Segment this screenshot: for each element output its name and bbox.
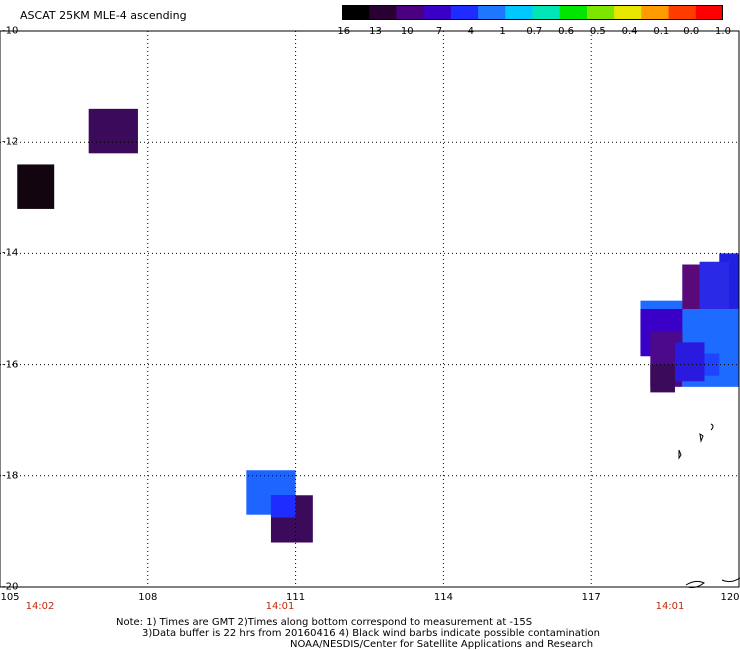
color-scale-swatch: [450, 5, 479, 20]
wind-cell: [88, 108, 138, 154]
wind-cell: [699, 261, 730, 309]
latitude-tick-label: -10: [2, 25, 19, 37]
longitude-tick-label: 105: [0, 592, 20, 603]
color-scale-swatch: [396, 5, 425, 20]
longitude-tick-label: 117: [581, 592, 601, 603]
color-scale-swatch: [369, 5, 398, 20]
island-shape: [699, 432, 704, 443]
color-scale-swatch: [478, 5, 506, 20]
color-scale-swatch: [641, 5, 670, 20]
color-scale-frame: [342, 5, 723, 20]
color-scale-swatch: [668, 5, 697, 20]
longitude-tick-label: 111: [286, 592, 306, 603]
color-scale-bar: [342, 5, 723, 20]
color-scale-swatch: [505, 5, 534, 20]
longitude-tick-label: 108: [138, 592, 158, 603]
wind-cell: [17, 164, 55, 209]
color-scale-swatch: [423, 5, 452, 20]
pass-time-label: 14:01: [265, 601, 295, 612]
color-scale-swatch: [532, 5, 561, 20]
longitude-tick-label: 114: [433, 592, 453, 603]
island-shape: [710, 423, 714, 431]
wind-cell: [704, 353, 720, 376]
latitude-tick-label: -18: [2, 470, 19, 482]
data-cells: [17, 108, 739, 543]
pass-time-label: 14:01: [655, 601, 685, 612]
latitude-tick-label: -12: [2, 136, 19, 148]
color-scale-swatch: [586, 5, 615, 20]
wind-cell: [682, 264, 700, 309]
longitude-tick-label: 120: [720, 592, 740, 603]
color-scale-swatch: [559, 5, 588, 20]
color-scale-swatch: [342, 5, 370, 20]
plot-frame: [0, 30, 740, 588]
credit-line: NOAA/NESDIS/Center for Satellite Applica…: [290, 639, 594, 650]
color-scale-swatch: [695, 5, 723, 20]
island-shape: [678, 449, 682, 460]
pass-time-label: 14:02: [25, 601, 55, 612]
note-line-2: 3)Data buffer is 22 hrs from 20160416 4)…: [142, 628, 600, 639]
coastline-islands: [678, 423, 740, 588]
wind-cell: [650, 364, 675, 393]
latitude-tick-label: -20: [2, 581, 19, 593]
latitude-tick-label: -14: [2, 247, 19, 259]
wind-cell: [674, 342, 705, 382]
color-scale-swatch: [614, 5, 642, 20]
coastline-shape: [721, 577, 740, 583]
note-line-1: Note: 1) Times are GMT 2)Times along bot…: [116, 617, 533, 628]
map-title: ASCAT 25KM MLE-4 ascending: [20, 9, 187, 22]
wind-cell: [270, 495, 296, 518]
latitude-tick-label: -16: [2, 359, 19, 371]
